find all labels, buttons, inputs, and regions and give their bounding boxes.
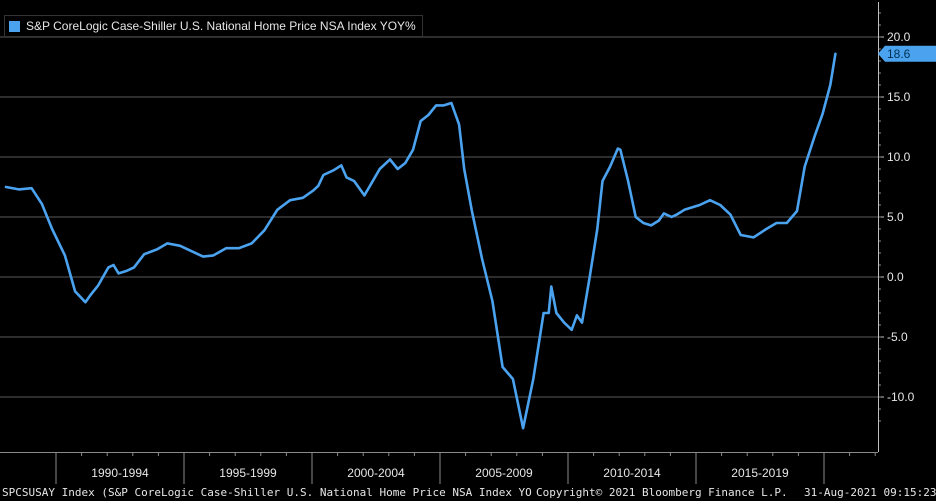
footer-timestamp: 31-Aug-2021 09:15:23 (804, 486, 936, 499)
x-tick-label: 2010-2014 (603, 466, 661, 480)
y-tick-label: -10.0 (887, 390, 915, 404)
y-tick-label: 15.0 (887, 90, 911, 104)
x-tick-label: 2015-2019 (731, 466, 789, 480)
chart-legend: S&P CoreLogic Case-Shiller U.S. National… (4, 15, 423, 37)
x-tick-label: 2000-2004 (347, 466, 405, 480)
y-tick-label: 20.0 (887, 30, 911, 44)
x-tick-label: 1995-1999 (219, 466, 277, 480)
footer-ticker: SPCSUSAY Index (S&P CoreLogic Case-Shill… (2, 486, 532, 499)
legend-label: S&P CoreLogic Case-Shiller U.S. National… (26, 19, 416, 33)
footer-bar: SPCSUSAY Index (S&P CoreLogic Case-Shill… (0, 484, 936, 501)
y-tick-label: 5.0 (887, 210, 904, 224)
y-tick-label: 10.0 (887, 150, 911, 164)
last-value-label: 18.6 (887, 47, 911, 61)
last-value-marker (878, 45, 936, 62)
y-tick-label: -5.0 (887, 330, 908, 344)
series-line (4, 52, 837, 430)
y-tick-label: 0.0 (887, 270, 904, 284)
x-tick-label: 1990-1994 (91, 466, 149, 480)
x-tick-label: 2005-2009 (475, 466, 533, 480)
footer-copyright: Copyright© 2021 Bloomberg Finance L.P. (536, 486, 788, 499)
legend-swatch (9, 20, 20, 32)
